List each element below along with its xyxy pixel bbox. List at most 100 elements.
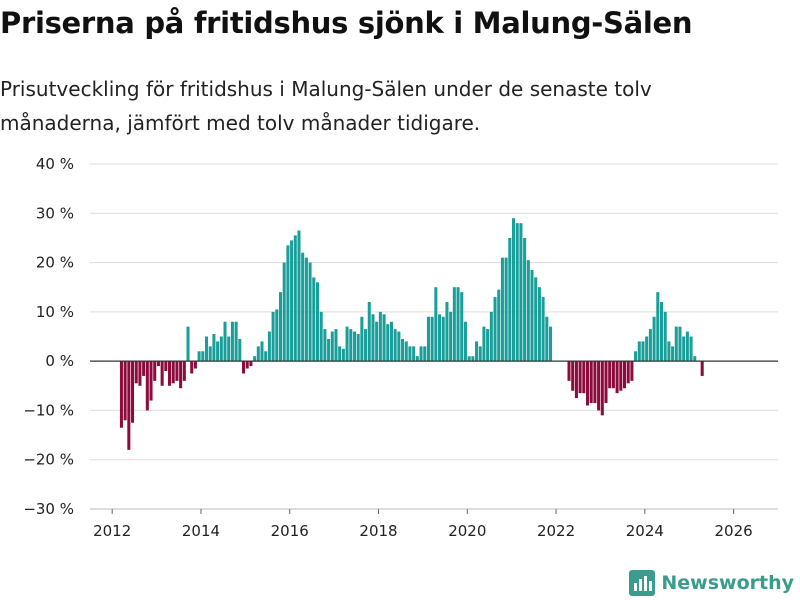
bar bbox=[589, 361, 593, 404]
bar bbox=[467, 356, 471, 362]
bar bbox=[478, 346, 482, 362]
bar bbox=[545, 316, 549, 362]
bar bbox=[634, 351, 638, 362]
bar bbox=[271, 311, 275, 362]
bar bbox=[463, 321, 467, 362]
bar bbox=[626, 361, 630, 384]
bar bbox=[682, 336, 686, 362]
x-tick-label: 2024 bbox=[626, 522, 664, 540]
bar bbox=[389, 321, 393, 362]
bar bbox=[304, 257, 308, 362]
bar bbox=[578, 361, 582, 394]
bar bbox=[434, 287, 438, 362]
bar bbox=[349, 329, 353, 362]
bar bbox=[134, 361, 138, 384]
bar bbox=[164, 361, 168, 371]
bar bbox=[315, 282, 319, 362]
bar bbox=[241, 361, 246, 374]
bar bbox=[138, 361, 142, 386]
bar bbox=[408, 346, 412, 362]
bar bbox=[619, 361, 623, 391]
x-tick-label: 2026 bbox=[715, 522, 753, 540]
bar bbox=[500, 257, 504, 362]
bar bbox=[445, 302, 449, 362]
bar bbox=[497, 289, 501, 362]
page-title: Priserna på fritidshus sjönk i Malung-Sä… bbox=[0, 6, 693, 40]
bar bbox=[512, 218, 516, 362]
bar bbox=[519, 223, 523, 362]
chart-axes: −30 % −20 % −10 % 0 % 10 % 20 % 30 % 40 % 2012 20… bbox=[23, 0, 778, 540]
bar bbox=[693, 356, 697, 362]
bar bbox=[648, 329, 652, 362]
bar bbox=[604, 361, 608, 404]
y-tick-label: −20 % bbox=[23, 451, 74, 469]
bar bbox=[530, 269, 534, 362]
bar bbox=[330, 331, 334, 362]
bar bbox=[430, 316, 434, 362]
bar bbox=[149, 361, 153, 401]
y-tick-label: 40 % bbox=[36, 155, 74, 173]
bar bbox=[541, 297, 545, 362]
newsworthy-logo: Newsworthy bbox=[629, 568, 794, 598]
y-tick-label: −30 % bbox=[23, 500, 74, 518]
x-tick-label: 2014 bbox=[182, 522, 220, 540]
bar bbox=[145, 361, 149, 411]
bar bbox=[412, 346, 416, 362]
bar bbox=[438, 314, 442, 362]
chart-bars bbox=[119, 218, 704, 450]
bar bbox=[131, 361, 135, 423]
bar bbox=[227, 336, 231, 362]
x-tick-label: 2020 bbox=[448, 522, 486, 540]
bar bbox=[475, 341, 479, 362]
bar bbox=[397, 331, 401, 362]
bar bbox=[534, 277, 538, 362]
bar bbox=[260, 341, 264, 362]
bar bbox=[641, 341, 645, 362]
bar bbox=[523, 237, 527, 362]
bar bbox=[253, 356, 257, 362]
bar bbox=[593, 361, 597, 404]
bar bbox=[567, 361, 571, 381]
bar bbox=[426, 316, 430, 362]
bar bbox=[597, 361, 601, 411]
bar bbox=[338, 346, 342, 362]
bar bbox=[197, 351, 201, 362]
bar bbox=[401, 338, 405, 362]
bar bbox=[142, 361, 146, 376]
bar bbox=[208, 346, 212, 362]
bar bbox=[689, 336, 693, 362]
bar bbox=[504, 257, 508, 362]
bar bbox=[378, 311, 382, 362]
bar bbox=[238, 338, 242, 362]
bar bbox=[327, 338, 331, 362]
bar bbox=[482, 326, 486, 362]
bar bbox=[319, 311, 323, 362]
bar bbox=[471, 356, 475, 362]
y-tick-label: 10 % bbox=[36, 303, 74, 321]
bar bbox=[341, 348, 345, 362]
bar bbox=[659, 302, 663, 362]
bar bbox=[386, 324, 390, 362]
bar bbox=[508, 237, 512, 362]
bar bbox=[452, 287, 456, 362]
bar bbox=[286, 245, 290, 362]
bar bbox=[582, 361, 586, 394]
bar bbox=[186, 326, 190, 362]
bar bbox=[637, 341, 641, 362]
bar bbox=[312, 277, 316, 362]
bar bbox=[267, 331, 271, 362]
x-tick-label: 2018 bbox=[359, 522, 397, 540]
bar bbox=[275, 309, 279, 362]
bar bbox=[663, 311, 667, 362]
bar bbox=[674, 326, 678, 362]
newsworthy-logo-icon bbox=[629, 570, 656, 596]
bar bbox=[153, 361, 157, 381]
page-subtitle: Prisutveckling för fritidshus i Malung-S… bbox=[0, 77, 652, 135]
bar bbox=[301, 252, 305, 362]
bar bbox=[678, 326, 682, 362]
bar bbox=[526, 260, 530, 362]
brand-name: Newsworthy bbox=[661, 572, 794, 594]
bar bbox=[671, 346, 675, 362]
bar bbox=[700, 361, 704, 376]
